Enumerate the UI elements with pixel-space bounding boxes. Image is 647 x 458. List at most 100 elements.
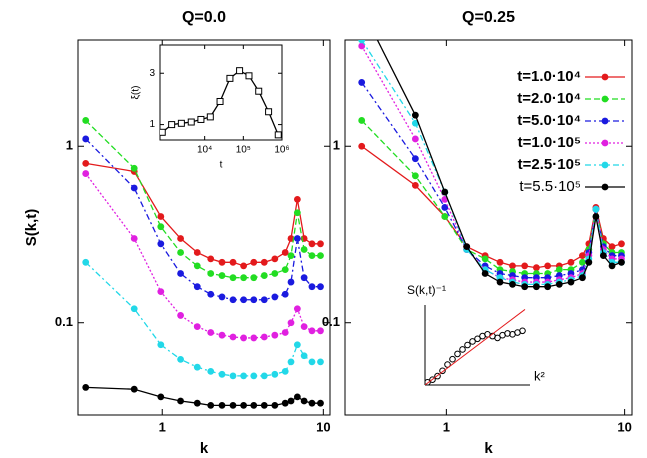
point xyxy=(130,164,138,172)
series-line xyxy=(361,145,622,269)
panel-title: Q=0.25 xyxy=(462,9,515,26)
data-layer xyxy=(82,117,324,409)
series-line xyxy=(361,82,622,279)
point xyxy=(481,255,489,263)
point xyxy=(216,97,224,105)
data-layer xyxy=(425,309,526,385)
series-line xyxy=(85,162,321,267)
legend-label: t=2.5·10⁵ xyxy=(518,156,581,173)
point xyxy=(449,355,456,363)
point xyxy=(240,262,248,270)
point xyxy=(281,249,289,256)
point xyxy=(521,262,529,270)
data-layer xyxy=(160,67,282,139)
point xyxy=(521,283,529,291)
legend-label: t=1.0·10⁴ xyxy=(517,68,581,85)
point xyxy=(293,195,301,203)
point xyxy=(218,402,226,409)
point xyxy=(592,205,600,213)
point xyxy=(240,274,248,282)
data-layer xyxy=(358,40,625,291)
point xyxy=(469,338,476,345)
point xyxy=(308,283,316,291)
point xyxy=(157,223,165,231)
point xyxy=(411,135,419,143)
point xyxy=(358,42,366,50)
point xyxy=(260,333,268,341)
panel-title: Q=0.0 xyxy=(182,9,226,26)
point xyxy=(236,67,244,75)
point xyxy=(274,131,282,139)
point xyxy=(240,372,248,380)
point xyxy=(193,249,201,256)
point xyxy=(218,293,226,301)
point xyxy=(494,334,501,342)
point xyxy=(496,278,504,286)
point xyxy=(260,272,268,279)
point xyxy=(281,266,289,274)
point xyxy=(177,397,184,405)
legend-label: t=1.0·10⁵ xyxy=(518,134,581,151)
point xyxy=(429,376,436,383)
point xyxy=(82,258,90,266)
legend-marker xyxy=(601,139,609,147)
point xyxy=(308,358,316,366)
point xyxy=(585,258,593,266)
point xyxy=(287,397,295,405)
point xyxy=(218,331,226,339)
point xyxy=(519,327,526,335)
point xyxy=(454,350,461,358)
x-tick-label: 10⁴ xyxy=(197,145,212,156)
point xyxy=(271,370,279,378)
point xyxy=(250,258,258,266)
point xyxy=(226,74,234,82)
x-axis-label: k² xyxy=(534,368,546,383)
point xyxy=(82,117,90,124)
legend-marker xyxy=(601,161,609,169)
point xyxy=(293,209,301,217)
point xyxy=(411,119,419,127)
panel: Q=0.25 1 10 0.1 1 k t=1.0·10⁴ t=2.0·10⁴ t=5.0·10… xyxy=(322,9,633,457)
point xyxy=(271,331,279,339)
point xyxy=(271,255,279,263)
point xyxy=(459,346,466,353)
point xyxy=(287,252,295,260)
y-tick-label: 3 xyxy=(149,68,155,79)
point xyxy=(160,128,166,136)
x-axis-label: t xyxy=(220,160,223,171)
point xyxy=(439,367,446,375)
point xyxy=(579,258,586,266)
point xyxy=(509,262,516,270)
point xyxy=(177,312,184,319)
point xyxy=(411,155,419,163)
point xyxy=(618,258,625,266)
point xyxy=(300,352,308,360)
y-tick-label: 0.1 xyxy=(322,314,340,329)
point xyxy=(567,278,575,286)
y-axis-label: S(k,t) xyxy=(23,209,40,247)
point xyxy=(441,188,449,196)
point xyxy=(130,385,138,393)
plot-frame xyxy=(344,39,633,416)
point xyxy=(260,258,268,266)
x-tick-label: 10 xyxy=(316,419,330,434)
point xyxy=(300,274,308,282)
point xyxy=(481,270,489,277)
legend-label: t=5.0·10⁴ xyxy=(517,112,581,129)
series-line xyxy=(85,173,321,339)
x-tick-label: 10 xyxy=(617,419,631,434)
point xyxy=(317,240,324,248)
point xyxy=(293,393,301,401)
point xyxy=(425,379,431,385)
panel: k² S(k,t)⁻¹ xyxy=(407,283,546,386)
point xyxy=(207,255,215,263)
point xyxy=(411,181,419,189)
point xyxy=(193,399,201,407)
point xyxy=(157,341,165,349)
x-axis-label: k xyxy=(200,440,209,457)
point xyxy=(544,283,552,291)
point xyxy=(218,272,226,279)
point xyxy=(358,40,366,44)
point xyxy=(434,372,441,380)
